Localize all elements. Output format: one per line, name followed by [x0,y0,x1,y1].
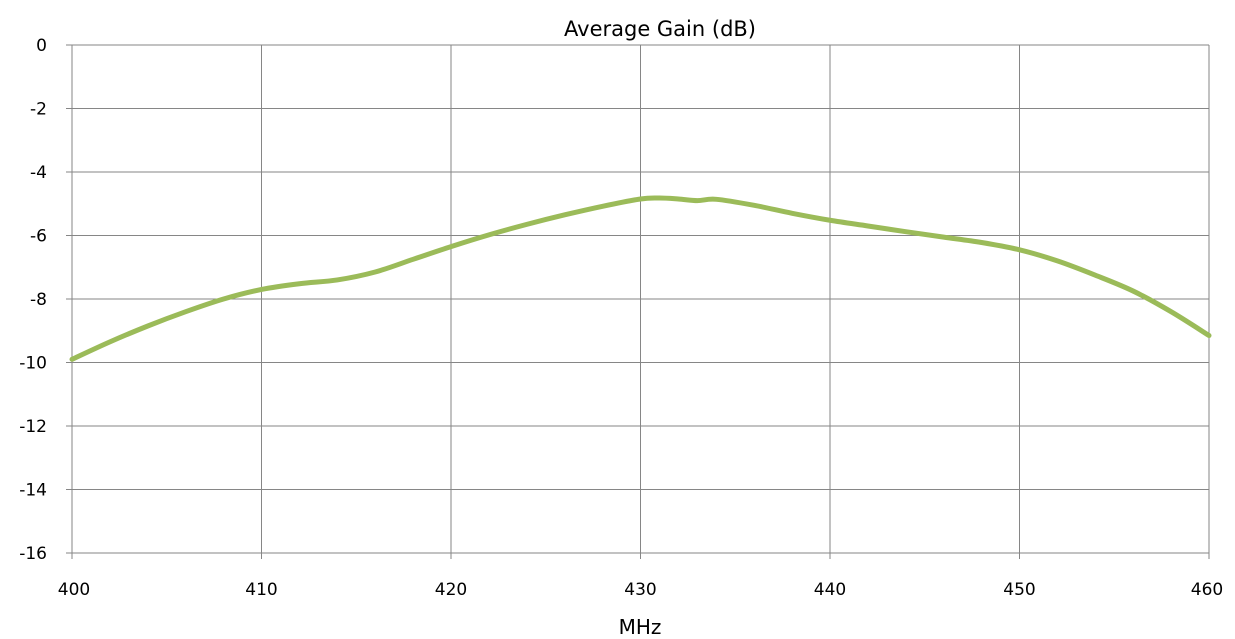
y-tick-label: 0 [36,36,47,56]
x-tick-label: 430 [624,580,656,600]
x-tick-label: 440 [814,580,846,600]
y-tick-label: -14 [19,481,47,501]
y-tick-label: -12 [19,417,47,437]
x-tick-label: 400 [58,580,90,600]
y-tick-label: -10 [19,354,47,374]
y-tick-label: -4 [30,163,47,183]
x-axis-title: MHz [619,615,662,639]
y-tick-label: -16 [19,544,47,564]
gain-series-line [69,195,1212,362]
x-tick-label: 420 [435,580,467,600]
x-tick-label: 410 [245,580,277,600]
y-tick-label: -6 [30,227,47,247]
tick-labels: 0 -2 -4 -6 -8 -10 -12 -14 -16 400 410 420 430 440 450 4… [19,36,1223,600]
y-tick-label: -8 [30,290,47,310]
grid-lines [66,44,1210,559]
x-tick-label: 460 [1191,580,1223,600]
chart-title: Average Gain (dB) [564,17,756,41]
y-tick-label: -2 [30,100,47,120]
x-tick-label: 450 [1003,580,1035,600]
